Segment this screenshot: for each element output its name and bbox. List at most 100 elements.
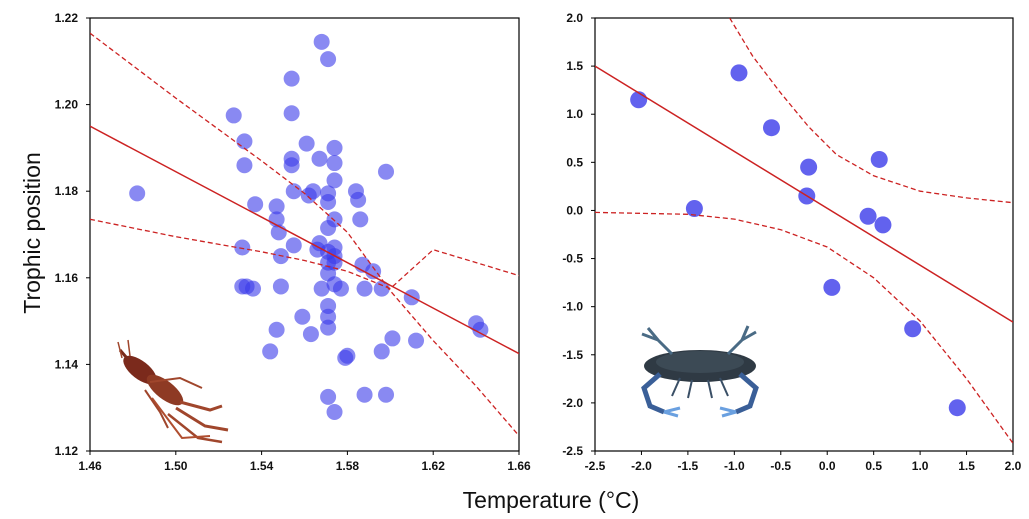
crab-data-point [685, 200, 703, 218]
crayfish-x-tick-label: 1.46 [78, 459, 102, 473]
crayfish-data-point [356, 280, 373, 297]
crayfish-data-point [320, 51, 337, 68]
crayfish-y-tick-label: 1.22 [55, 11, 79, 25]
crab-data-point [948, 399, 966, 417]
crayfish-data-point [225, 107, 242, 124]
crayfish-data-point [332, 280, 349, 297]
crayfish-data-point [472, 321, 489, 338]
crab-x-tick-label: -1.0 [724, 459, 745, 473]
crab-x-tick-label: 0.0 [819, 459, 836, 473]
crab-y-tick-label: -0.5 [562, 252, 583, 266]
crayfish-data-point [236, 133, 253, 150]
crab-y-tick-label: -1.5 [562, 348, 583, 362]
crab-data-point [904, 320, 922, 338]
crab-ci-upper-line [729, 18, 1013, 204]
crayfish-data-point [326, 139, 343, 156]
crab-data-point [874, 216, 892, 234]
crayfish-data-point [298, 135, 315, 152]
crab-x-tick-label: 2.0 [1005, 459, 1022, 473]
crab-ci-lower-line [595, 211, 1013, 444]
crab-data-point [859, 207, 877, 225]
crayfish-regression-line [90, 125, 519, 355]
crab-y-tick-label: 1.5 [566, 59, 583, 73]
crayfish-data-point [283, 105, 300, 122]
crayfish-x-tick-label: 1.58 [336, 459, 360, 473]
crab-data-point [630, 91, 648, 109]
crayfish-data-point [352, 211, 369, 228]
crayfish-data-point [378, 386, 395, 403]
crayfish-data-point [313, 33, 330, 50]
crayfish-data-point [236, 157, 253, 174]
crayfish-data-point [272, 278, 289, 295]
x-axis-title: Temperature (°C) [463, 487, 640, 513]
crab-y-tick-label: -2.5 [562, 444, 583, 458]
crayfish-data-point [129, 185, 146, 202]
crab-x-tick-label: -2.5 [585, 459, 606, 473]
crayfish-data-point [294, 308, 311, 325]
crayfish-data-point [285, 237, 302, 254]
crayfish-data-point [378, 163, 395, 180]
crayfish-data-point [384, 330, 401, 347]
crayfish-data-point [326, 211, 343, 228]
crab-x-tick-label: 1.5 [958, 459, 975, 473]
crayfish-y-tick-label: 1.12 [55, 444, 79, 458]
crayfish-data-point [234, 239, 251, 256]
crayfish-x-tick-label: 1.50 [164, 459, 188, 473]
crayfish-data-point [268, 198, 285, 215]
crayfish-panel: 1.46 1.50 1.54 1.58 1.62 1.66 1.12 1.14 1.16 1.18… [55, 11, 531, 473]
crayfish-data-point [268, 321, 285, 338]
crab-data-point [823, 278, 841, 296]
crayfish-x-tick-label: 1.66 [507, 459, 531, 473]
crab-y-tick-label: 1.0 [566, 107, 583, 121]
crayfish-data-point [356, 386, 373, 403]
crayfish-data-point [313, 280, 330, 297]
crayfish-y-tick-label: 1.14 [55, 357, 79, 371]
crab-x-tick-label: -0.5 [770, 459, 791, 473]
crayfish-data-point [320, 388, 337, 405]
crab-regression-line [595, 65, 1013, 323]
crab-y-tick-label: 2.0 [566, 11, 583, 25]
crayfish-data-point [365, 263, 382, 280]
crayfish-data-point [285, 183, 302, 200]
crayfish-illustration [117, 339, 229, 444]
crab-illustration [641, 325, 759, 418]
crab-x-tick-label: -1.5 [678, 459, 699, 473]
crab-data-point [730, 64, 748, 82]
crab-data-point [800, 158, 818, 176]
crab-y-tick-label: 0.0 [566, 203, 583, 217]
y-axis-title: Trophic position [19, 152, 45, 314]
crayfish-data-point [283, 157, 300, 174]
crayfish-y-tick-label: 1.16 [55, 271, 79, 285]
crayfish-data-point [326, 172, 343, 189]
crab-plot-frame [594, 17, 1014, 452]
crab-x-tick-label: -2.0 [631, 459, 652, 473]
crayfish-x-tick-label: 1.54 [250, 459, 274, 473]
crayfish-data-point [326, 155, 343, 172]
crayfish-data-point [247, 196, 264, 213]
crayfish-y-tick-label: 1.18 [55, 184, 79, 198]
crayfish-data-point [339, 347, 356, 364]
crab-y-tick-label: -1.0 [562, 300, 583, 314]
crayfish-data-point [350, 191, 367, 208]
crayfish-data-point [283, 70, 300, 87]
crayfish-data-point [320, 319, 337, 336]
crab-panel: -2.5 -2.0 -1.5 -1.0 -0.5 0.0 0.5 1.0 1.5 2.0 -2.5 -… [562, 11, 1021, 473]
crayfish-y-tick-label: 1.20 [55, 98, 79, 112]
crayfish-data-point [262, 343, 279, 360]
crayfish-data-point [245, 280, 262, 297]
crayfish-data-point [320, 194, 337, 211]
crab-data-point [870, 150, 888, 168]
crayfish-ci-lower-line [90, 218, 519, 290]
crayfish-data-point [305, 183, 322, 200]
crayfish-data-point [311, 150, 328, 167]
crayfish-ci-upper-line [90, 32, 519, 437]
crayfish-data-point [326, 404, 343, 421]
crab-y-tick-label: 0.5 [566, 155, 583, 169]
crayfish-data-point [408, 332, 425, 349]
crayfish-data-point [373, 343, 390, 360]
crayfish-data-point [302, 326, 319, 343]
crab-data-point [762, 119, 780, 137]
crayfish-plot-frame [89, 17, 520, 452]
crab-x-tick-label: 0.5 [865, 459, 882, 473]
